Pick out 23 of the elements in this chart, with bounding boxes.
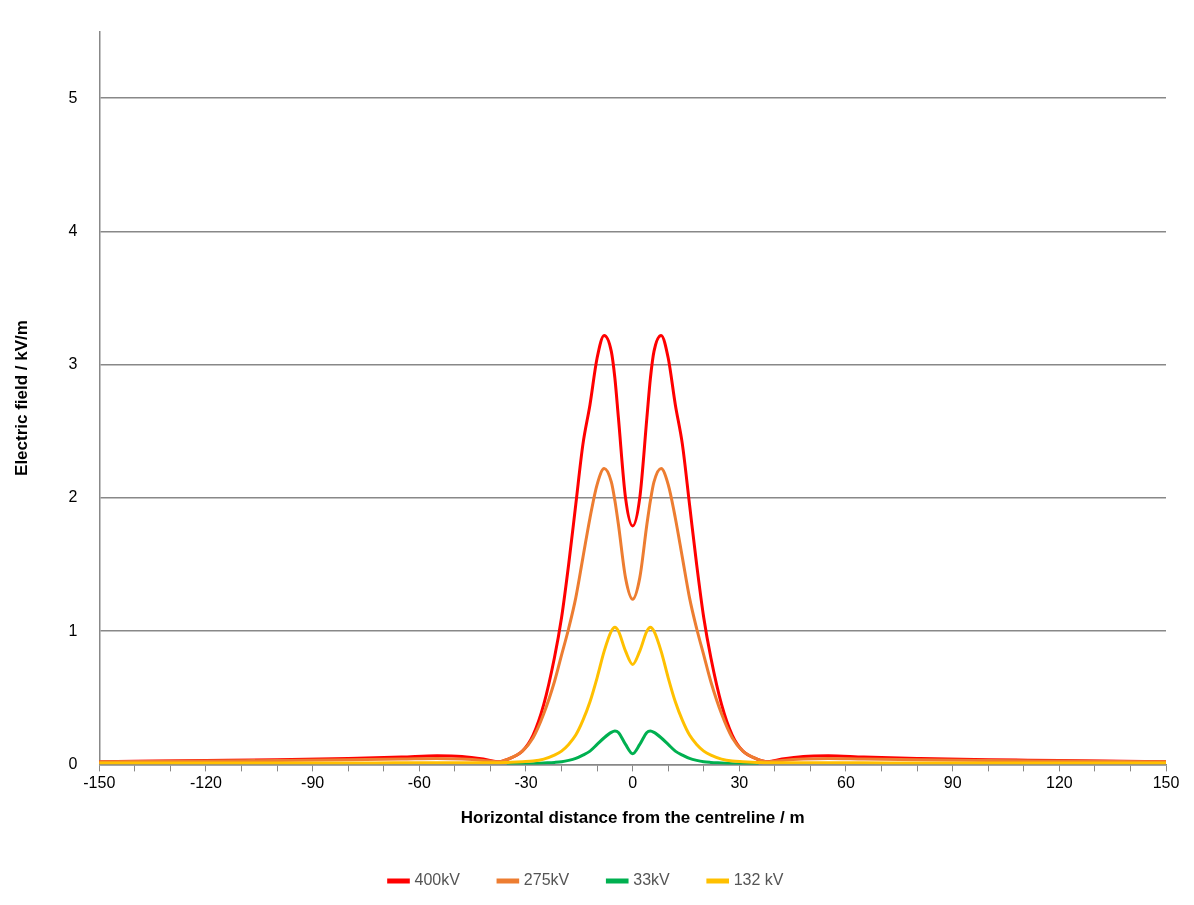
legend-label: 275kV (523, 871, 570, 889)
x-tick-label: 30 (730, 774, 749, 792)
legend-label: 400kV (414, 871, 461, 889)
y-tick-label: 2 (68, 488, 78, 506)
legend-label: 33kV (633, 871, 671, 889)
x-tick-label: -90 (301, 774, 325, 792)
x-tick-label: 0 (628, 774, 638, 792)
y-tick-label: 3 (68, 355, 78, 373)
x-tick-label: 60 (837, 774, 855, 792)
x-axis-title: Horizontal distance from the centreline / m (460, 808, 805, 828)
x-tick-label: -120 (189, 774, 223, 792)
x-tick-label: 150 (1152, 774, 1180, 792)
x-tick-label: -150 (83, 774, 116, 792)
x-tick-label: -60 (407, 774, 431, 792)
y-tick-label: 0 (68, 754, 78, 772)
legend-label: 132 kV (733, 871, 784, 889)
x-tick-label: -30 (514, 774, 538, 792)
y-axis-title: Electric field / kV/m (11, 320, 31, 476)
x-tick-label: 120 (1045, 774, 1073, 792)
x-tick-label: 90 (943, 774, 962, 792)
y-tick-label: 5 (68, 88, 78, 106)
y-tick-label: 4 (68, 221, 78, 239)
y-tick-label: 1 (68, 621, 78, 639)
